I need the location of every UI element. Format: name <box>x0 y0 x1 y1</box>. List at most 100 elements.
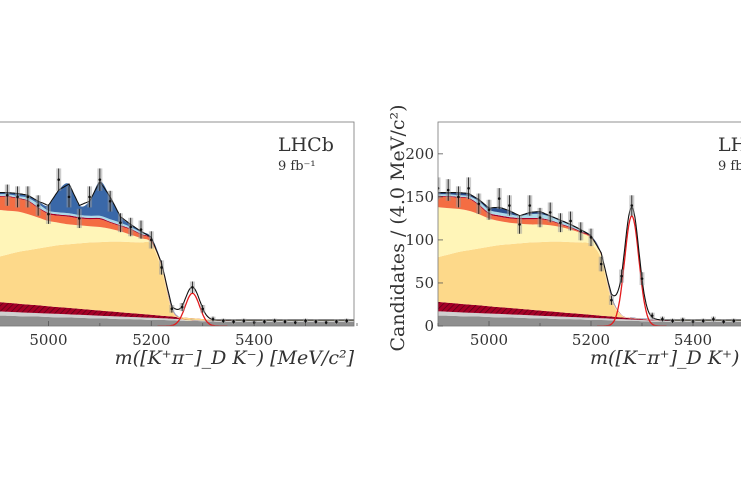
left-data-point <box>139 228 143 231</box>
right-experiment-label: LH <box>718 134 741 156</box>
left-data-point <box>119 221 122 225</box>
left-plot-area <box>0 168 359 326</box>
left-data-point <box>108 199 112 203</box>
left-data-point <box>356 320 359 323</box>
right-x-tick-label: 5200 <box>572 331 610 349</box>
right-data-point <box>661 317 664 321</box>
right-data-point <box>620 274 623 278</box>
right-data-point <box>671 319 674 323</box>
left-total-fit-curve <box>0 180 354 321</box>
left-data-point <box>263 320 266 323</box>
right-component-4 <box>438 207 741 321</box>
left-data-point <box>180 305 184 309</box>
right-y-axis-label: Candidates / (4.0 MeV/c²) <box>387 104 409 351</box>
left-data-point <box>36 204 40 207</box>
right-data-point <box>477 202 481 206</box>
right-data-point <box>722 320 725 323</box>
left-experiment-label: LHCb <box>278 134 334 156</box>
left-data-point <box>57 178 61 181</box>
left-data-point <box>293 321 297 324</box>
left-data-point <box>47 212 50 216</box>
left-x-tick-label: 5400 <box>235 331 273 349</box>
right-data-point <box>446 188 450 192</box>
left-x-axis-label: m([K⁺π⁻]_D K⁻) [MeV/c²] <box>115 347 355 369</box>
right-data-point <box>712 317 715 321</box>
left-component-1 <box>0 311 354 322</box>
right-data-point <box>548 211 552 214</box>
right-x-tick-label: 5400 <box>674 331 712 349</box>
right-data-point <box>589 236 593 239</box>
right-data-point <box>701 319 705 323</box>
left-panel: 5000 5200 5400 LHCb 9 fb⁻¹ m([K⁺π⁻]_D K⁻) … <box>0 121 359 369</box>
left-data-point <box>170 307 174 311</box>
right-data-point <box>732 319 736 323</box>
left-component-3 <box>0 241 354 321</box>
left-data-point <box>273 319 277 323</box>
right-data-point <box>538 216 542 219</box>
left-x-ticks: 5000 5200 5400 <box>29 321 358 349</box>
right-data-point <box>640 277 644 280</box>
left-data-point <box>242 319 246 323</box>
left-component-4 <box>0 210 354 321</box>
right-x-axis-label: m([K⁻π⁺]_D K⁺) [M <box>590 347 741 369</box>
right-luminosity-label: 9 fb <box>718 159 741 174</box>
right-data-point <box>467 186 470 190</box>
right-data-point <box>518 223 521 226</box>
left-axes-frame <box>0 121 355 327</box>
left-data-point <box>335 320 338 323</box>
left-data-point <box>88 195 91 199</box>
right-ticks: 5000 5200 5400 0 50 100 150 200 <box>405 145 712 349</box>
right-signal-curve <box>597 214 667 326</box>
right-data-point <box>610 298 613 302</box>
right-x-tick-label: 5000 <box>470 331 508 349</box>
right-y-tick-label: 150 <box>405 188 434 206</box>
left-data-point <box>149 238 153 242</box>
left-data-point <box>304 319 307 323</box>
left-data-point <box>16 195 19 199</box>
left-data-point <box>5 193 9 197</box>
right-y-tick-label: 50 <box>415 274 434 292</box>
right-data-point <box>681 318 685 322</box>
left-data-point <box>67 195 71 199</box>
left-data-point <box>201 307 205 311</box>
left-data-point <box>98 178 102 181</box>
right-component-5 <box>438 196 741 321</box>
left-data-point <box>232 320 235 323</box>
right-data-point <box>487 208 491 212</box>
left-data-point <box>77 217 81 220</box>
left-x-tick-label: 5200 <box>132 331 170 349</box>
left-data-point <box>211 317 215 321</box>
left-data-point <box>345 319 349 323</box>
right-component-3 <box>438 241 741 321</box>
left-data-point <box>26 195 30 199</box>
left-data-point <box>324 321 328 324</box>
right-component-1 <box>438 311 741 322</box>
right-panel: 5000 5200 5400 0 50 100 150 200 LH 9 fb m([K⁻π⁺… <box>387 104 741 369</box>
right-axes-frame <box>437 121 741 327</box>
right-component-2 <box>438 301 741 321</box>
right-data-point <box>630 204 634 207</box>
right-data-point <box>508 204 511 207</box>
left-data-point <box>221 319 225 323</box>
right-y-tick-label: 0 <box>424 317 434 335</box>
right-y-tick-label: 200 <box>405 145 434 163</box>
left-luminosity-label: 9 fb⁻¹ <box>278 159 316 174</box>
right-y-tick-label: 100 <box>405 231 434 249</box>
right-data-point <box>650 314 654 317</box>
left-data-point <box>129 225 133 229</box>
right-data-point <box>497 197 501 200</box>
right-data-point <box>457 195 460 199</box>
left-data-point <box>160 266 163 269</box>
right-plot-area <box>438 177 741 326</box>
left-data-point <box>283 320 287 323</box>
right-data-point <box>528 204 532 207</box>
right-data-point <box>559 221 562 225</box>
left-data-point <box>191 285 194 289</box>
left-x-tick-label: 5000 <box>29 331 67 349</box>
left-component-5 <box>0 196 354 321</box>
left-data-point <box>314 320 318 323</box>
right-component-0 <box>438 315 741 326</box>
right-data-point <box>599 262 603 266</box>
right-data-point <box>569 219 572 223</box>
